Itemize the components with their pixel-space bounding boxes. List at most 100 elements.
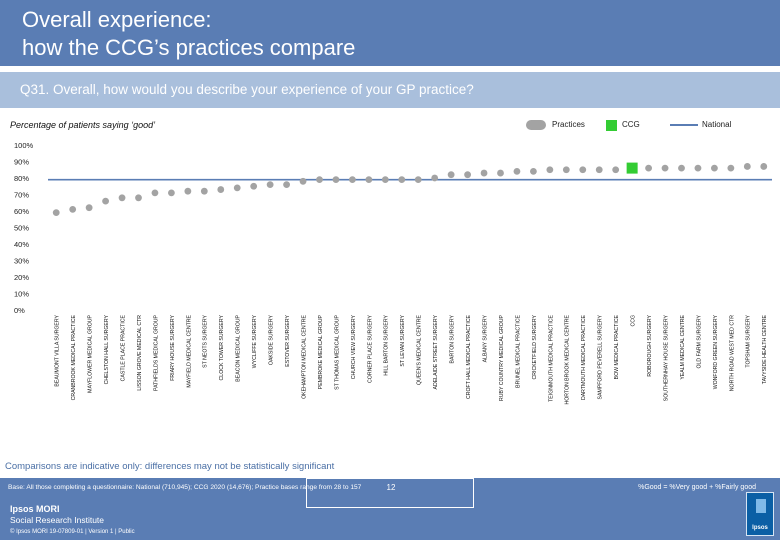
legend-national-label: National [702,120,732,129]
practice-dot [151,189,159,197]
footer-banner: Base: All those completing a questionnai… [0,478,780,540]
practice-dot [266,181,274,188]
legend-practices-label: Practices [552,120,585,129]
practice-dot [645,164,652,172]
comparison-note: Comparisons are indicative only: differe… [5,461,335,472]
practice-dot [184,187,192,195]
x-tick-label: CASTLE PLACE PRACTICE [120,314,126,381]
practice-dot [118,194,126,202]
y-tick-label: 30% [14,257,29,266]
x-tick-label: HORTON BROOK MEDICAL CENTRE [565,314,571,404]
practice-dot [464,171,471,179]
practice-dot [727,164,735,172]
practice-dot [678,164,685,172]
page-number-box: 12 [306,478,474,508]
ipsos-badge-text: Ipsos [752,525,768,531]
x-tick-label: YEALM MEDICAL CENTRE [680,314,686,379]
ccg-marker [626,162,638,174]
x-tick-label: ADELAIDE STREET SURGERY [433,314,439,389]
social-research-institute-text: Social Research Institute [10,515,105,525]
practice-dot [760,163,768,170]
y-axis: 0% 10% 20% 30% 40% 50% 60% 70% 80% 90% 100% [14,141,34,315]
x-tick-label: DARTMOUTH MEDICAL PRACTICE [581,314,587,400]
practice-dot [694,164,702,172]
practice-dot [562,166,570,174]
legend-ccg-label: CCG [622,120,640,129]
x-tick-label: TAVYSIDE HEALTH CENTRE [762,314,768,384]
x-tick-label: LISSON GROVE MEDICAL CTR [137,315,143,391]
x-tick-label: ESTOVER SURGERY [285,314,291,366]
y-tick-label: 40% [14,240,29,249]
x-tick-label: ROBOROUGH SURGERY [647,314,653,376]
x-tick-label: QUEEN'S MEDICAL CENTRE [417,314,423,385]
x-tick-label: CORNER PLACE SURGERY [367,314,373,382]
x-tick-label: WONFORD GREEN SURGERY [713,314,719,389]
practice-dot [595,166,603,174]
legend-practices-swatch [526,120,546,130]
x-tick-label: OKEHAMPTON MEDICAL CENTRE [301,314,307,398]
practice-dot [381,176,389,184]
ipsos-logo-icon: Ipsos [746,492,774,536]
y-tick-label: 80% [14,174,29,183]
practice-dot [365,176,373,184]
practice-dot [102,197,109,205]
y-tick-label: 90% [14,158,29,167]
legend-national-swatch [670,124,698,126]
practice-dot [398,176,406,184]
practice-dot [661,164,669,172]
y-tick-label: 50% [14,224,29,233]
x-tick-label: ST THOMAS MEDICAL GROUP [334,314,340,389]
practice-dot [316,176,323,184]
ipsos-logo-mark [756,499,766,513]
practice-comparison-chart: 0% 10% 20% 30% 40% 50% 60% 70% 80% 90% 100% BEAUMO… [14,141,772,405]
x-tick-label: TOPSHAM SURGERY [746,314,752,367]
practice-dot [743,163,751,170]
practice-dot [283,181,290,188]
practice-dot [497,169,504,177]
x-tick-label: FRIARY HOUSE SURGERY [170,314,176,380]
legend-ccg-swatch [606,120,617,131]
x-tick-label: BARTON SURGERY [450,314,456,363]
x-tick-label: CHURCH VIEW SURGERY [351,314,357,379]
practice-dot [299,177,307,185]
x-tick-label: BOW MEDICAL PRACTICE [614,314,620,379]
practice-dot [52,209,60,217]
x-tick-label: MAYFLOWER MEDICAL GROUP [88,314,94,392]
y-tick-label: 70% [14,191,29,200]
y-tick-label: 10% [14,290,29,299]
chart-legend: Practices CCG National [520,118,775,132]
practice-dot [513,168,521,175]
x-tick-label: BEAUMONT VILLA SURGERY [55,314,61,386]
x-tick-label: ALBANY SURGERY [482,314,488,362]
practice-dot [530,168,537,175]
practice-dot [447,171,455,179]
x-tick-label: CROFT HALL MEDICAL PRACTICE [466,314,472,399]
practice-dot [233,184,241,192]
x-tick-label: HILL BARTON SURGERY [384,314,390,375]
practice-dot [135,194,142,202]
practice-dot [612,166,620,174]
x-tick-label: SOUTHERNHAY HOUSE SURGERY [663,314,669,401]
page-number: 12 [386,483,396,492]
x-tick-label: OAKSIDE SURGERY [269,314,275,365]
practice-dot [200,187,208,195]
x-tick-label: PEMBROKE MEDICAL GROUP [318,314,324,389]
practice-dot [332,176,340,184]
question-text: Q31. Overall, how would you describe you… [20,82,474,97]
x-tick-label: CLOCK TOWER SURGERY [219,314,225,380]
legend-item-practices: Practices [520,118,590,132]
page-title-line2: how the CCG’s practices compare [22,35,356,60]
x-tick-label: CHELSTON HALL SURGERY [104,314,110,384]
x-tick-label: CRICKETFIELD SURGERY [532,314,538,379]
practice-dot [168,189,175,197]
legend-item-ccg: CCG [602,118,662,132]
x-axis-labels: BEAUMONT VILLA SURGERY CRANBROOK MEDICAL … [55,314,769,404]
practice-dot [349,176,356,184]
x-tick-label: ST NEOTS SURGERY [203,314,209,367]
practice-dot [85,204,93,212]
practice-dot [546,166,554,174]
x-tick-label: PATHFIELDS MEDICAL GROUP [153,314,159,391]
good-formula: %Good = %Very good + %Fairly good [638,484,756,491]
practice-dot [414,176,422,184]
header-banner: Overall experience: how the CCG’s practi… [0,0,780,66]
